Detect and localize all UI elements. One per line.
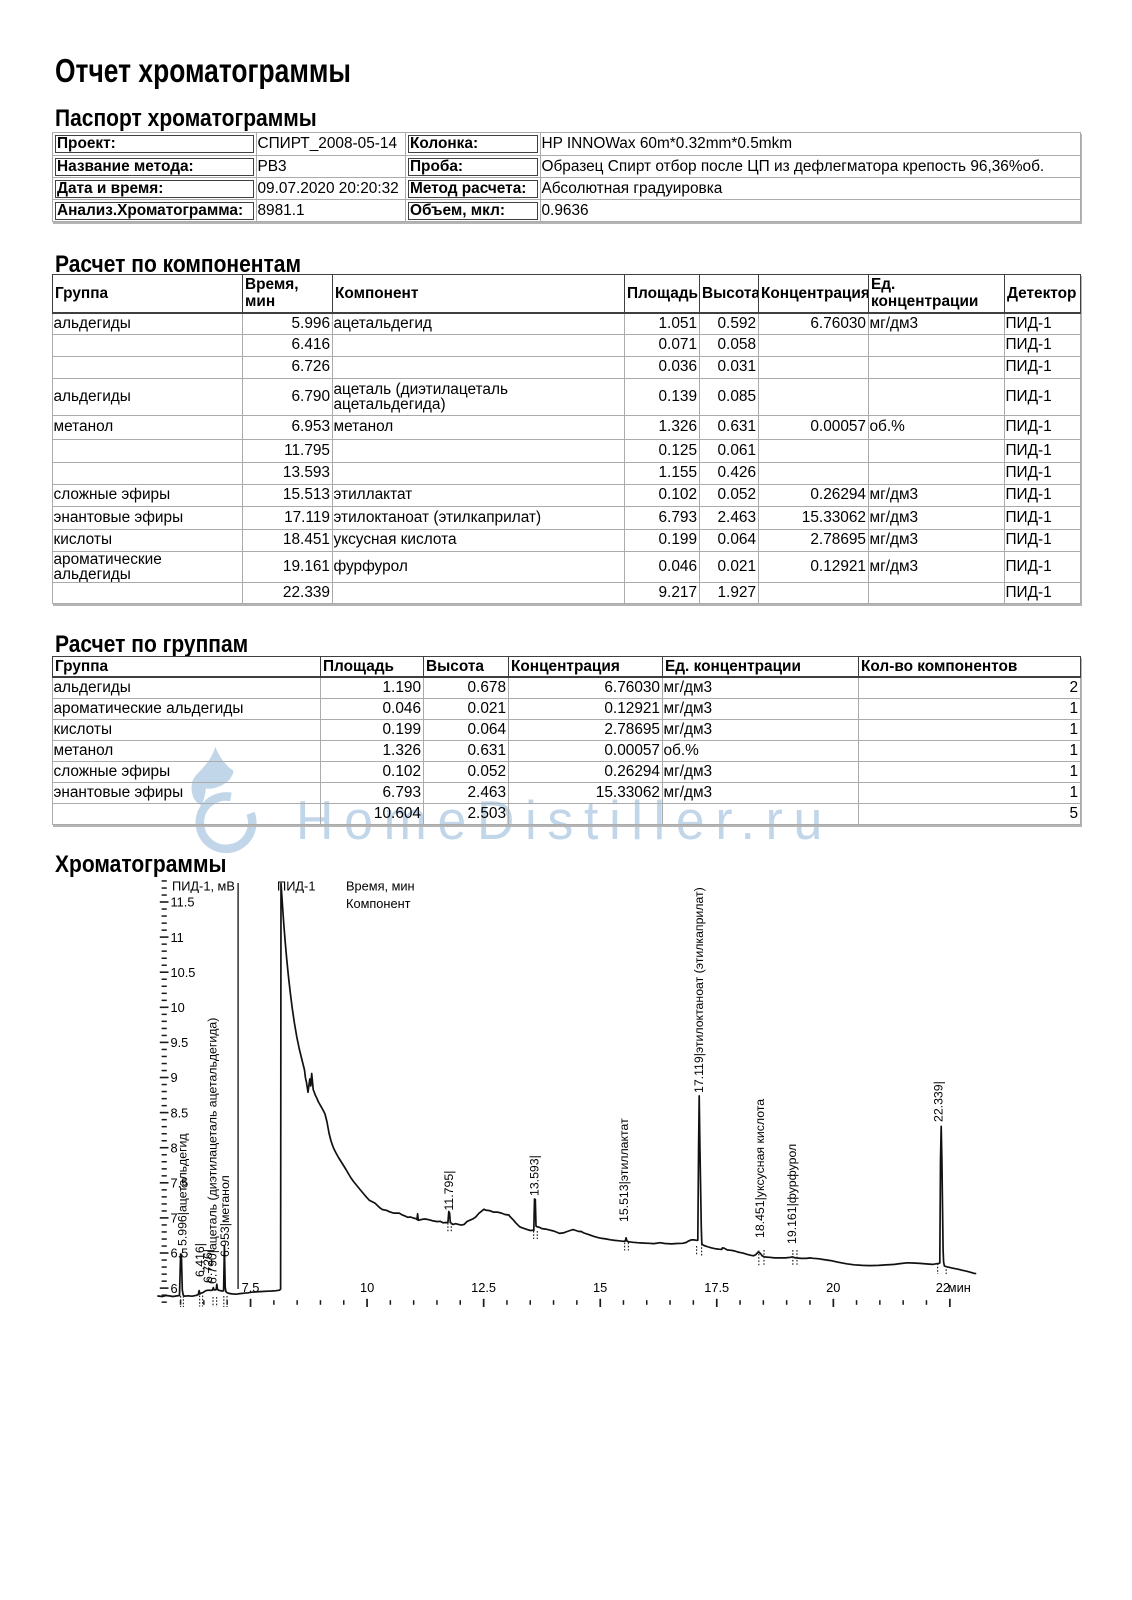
svg-text:Компонент: Компонент [346,896,411,911]
svg-text:7.5: 7.5 [171,1176,189,1191]
svg-text:12.5: 12.5 [471,1280,496,1295]
svg-text:9.5: 9.5 [171,1035,189,1050]
svg-text:ПИД-1: ПИД-1 [277,879,315,894]
svg-text:8.5: 8.5 [171,1105,189,1120]
svg-text:17.119|этилоктаноат (этилкапри: 17.119|этилоктаноат (этилкаприлат) [692,887,706,1093]
svg-text:17.5: 17.5 [704,1280,729,1295]
svg-text:18.451|уксусная кислота: 18.451|уксусная кислота [753,1099,767,1238]
svg-text:13.593|: 13.593| [528,1155,542,1196]
svg-text:11.5: 11.5 [171,895,195,910]
svg-text:6.416|: 6.416| [193,1243,207,1277]
svg-text:22: 22 [936,1280,950,1295]
svg-text:ПИД-1, мВ: ПИД-1, мВ [172,879,235,894]
svg-text:9: 9 [171,1070,178,1085]
svg-text:19.161|фурфурол: 19.161|фурфурол [785,1144,799,1244]
svg-text:6.953|метанол: 6.953|метанол [218,1175,232,1257]
svg-text:10: 10 [171,1000,185,1015]
svg-text:6.726|: 6.726| [201,1249,215,1283]
svg-text:5.996|ацетальдегид: 5.996|ацетальдегид [176,1133,190,1246]
svg-text:15.513|этиллактат: 15.513|этиллактат [617,1118,631,1222]
svg-text:10: 10 [360,1280,374,1295]
svg-text:11.795|: 11.795| [442,1171,456,1211]
svg-text:22.339|: 22.339| [932,1081,946,1122]
svg-text:6.790|ацеталь (диэтилацеталь а: 6.790|ацеталь (диэтилацеталь ацетальдеги… [206,1018,220,1284]
svg-text:20: 20 [826,1280,840,1295]
svg-text:10.5: 10.5 [171,965,196,980]
svg-text:11: 11 [171,930,184,945]
svg-text:6: 6 [171,1281,178,1296]
svg-text:8: 8 [171,1140,178,1155]
svg-text:Время, мин: Время, мин [346,879,415,894]
svg-text:6.5: 6.5 [171,1246,189,1261]
svg-text:мин: мин [948,1280,971,1295]
svg-text:15: 15 [593,1280,607,1295]
svg-text:7: 7 [171,1211,178,1226]
